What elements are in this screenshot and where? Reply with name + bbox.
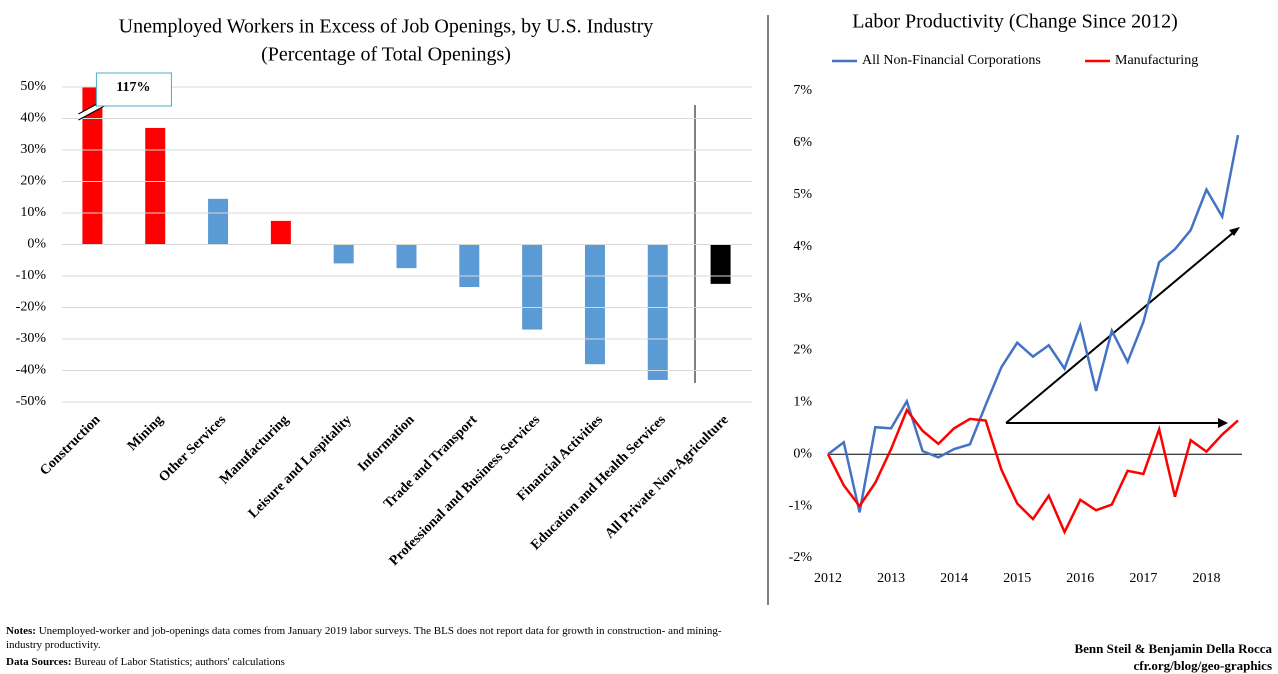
legend-label: All Non-Financial Corporations <box>862 53 1041 68</box>
x-tick-label: 2013 <box>877 571 905 586</box>
y-tick-label: 30% <box>20 142 46 157</box>
y-tick-label: 0% <box>793 446 812 461</box>
x-tick-label: All Private Non-Agriculture <box>602 412 731 541</box>
y-tick-label: 7% <box>793 83 812 98</box>
value-label: 117% <box>116 80 150 95</box>
y-tick-label: 6% <box>793 135 812 150</box>
credit-url: cfr.org/blog/geo-graphics <box>1133 658 1272 673</box>
series-line <box>826 407 1239 536</box>
x-tick-label: Construction <box>37 412 103 478</box>
chart-title: Unemployed Workers in Excess of Job Open… <box>119 16 654 38</box>
sources: Data Sources: Bureau of Labor Statistics… <box>6 656 285 668</box>
chart-title: Labor Productivity (Change Since 2012) <box>852 11 1178 33</box>
bar <box>396 244 417 269</box>
x-tick-label: 2016 <box>1066 571 1094 586</box>
bar <box>270 220 291 245</box>
credit-authors: Benn Steil & Benjamin Della Rocca <box>1074 641 1272 656</box>
y-tick-label: 50% <box>20 79 46 94</box>
series-line <box>827 134 1240 513</box>
bar <box>522 244 543 330</box>
bar <box>459 244 480 288</box>
chart-subtitle: (Percentage of Total Openings) <box>261 44 511 66</box>
y-tick-label: 1% <box>793 395 812 410</box>
x-tick-label: 2018 <box>1192 571 1220 586</box>
bar <box>82 87 103 245</box>
x-tick-label: 2014 <box>940 571 968 586</box>
y-tick-label: 3% <box>793 291 812 306</box>
x-tick-label: 2015 <box>1003 571 1031 586</box>
y-tick-label: -40% <box>16 363 47 378</box>
x-tick-label: Mining <box>125 412 166 453</box>
x-tick-label: 2017 <box>1129 571 1157 586</box>
x-tick-label: Information <box>355 412 417 474</box>
y-tick-label: -1% <box>789 498 813 513</box>
bar <box>208 198 229 245</box>
y-tick-label: -30% <box>16 331 47 346</box>
value-label-box <box>95 72 172 107</box>
charts: Unemployed Workers in Excess of Job Open… <box>16 11 1242 605</box>
arrow <box>1005 231 1235 424</box>
y-tick-label: 2% <box>793 343 812 358</box>
notes-text: Unemployed-worker and job-openings data … <box>6 625 722 651</box>
arrow-head <box>1229 227 1240 236</box>
y-tick-label: 0% <box>27 237 46 252</box>
bar <box>145 127 166 245</box>
axis-break <box>78 105 105 121</box>
credits: Benn Steil & Benjamin Della Rocca cfr.org… <box>1074 640 1272 674</box>
notes-label: Notes: <box>6 625 36 637</box>
x-tick-label: 2012 <box>814 571 842 586</box>
arrow-head <box>1218 418 1228 428</box>
y-tick-label: 10% <box>20 205 46 220</box>
y-tick-label: 40% <box>20 111 46 126</box>
y-tick-label: 4% <box>793 239 812 254</box>
legend-label: Manufacturing <box>1115 53 1198 68</box>
y-tick-label: 5% <box>793 187 812 202</box>
bar <box>710 244 731 284</box>
bar <box>647 244 668 380</box>
y-tick-label: -10% <box>16 268 47 283</box>
y-tick-label: 20% <box>20 174 46 189</box>
sources-label: Data Sources: <box>6 656 72 668</box>
x-tick-label: Education and Health Services <box>528 412 669 553</box>
notes: Notes: Unemployed-worker and job-opening… <box>6 624 726 652</box>
y-tick-label: -50% <box>16 394 47 409</box>
y-tick-label: -20% <box>16 300 47 315</box>
bar <box>333 244 354 264</box>
x-tick-label: Leisure and Lospitality <box>246 412 355 521</box>
y-tick-label: -2% <box>789 550 813 565</box>
bar <box>584 244 605 365</box>
sources-text: Bureau of Labor Statistics; authors' cal… <box>74 656 285 668</box>
